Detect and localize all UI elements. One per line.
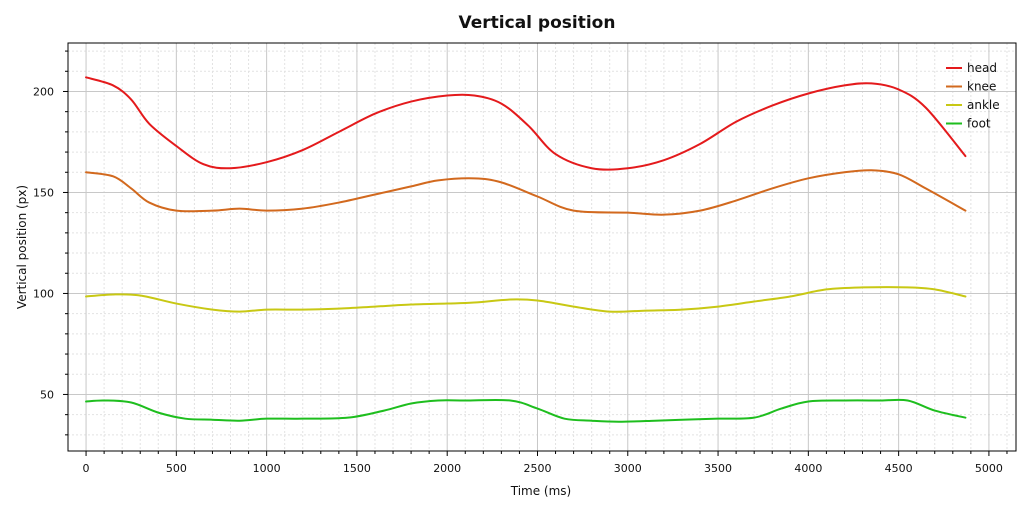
x-tick-label: 3000 (614, 462, 642, 475)
x-axis-label: Time (ms) (510, 484, 572, 498)
x-tick-label: 500 (166, 462, 187, 475)
grid (68, 43, 1016, 451)
x-tick-label: 1000 (253, 462, 281, 475)
legend-label-foot: foot (967, 117, 991, 131)
x-tick-label: 1500 (343, 462, 371, 475)
x-tick-label: 2500 (523, 462, 551, 475)
legend-label-ankle: ankle (967, 98, 1000, 112)
y-tick-label: 100 (33, 287, 54, 300)
x-tick-label: 5000 (975, 462, 1003, 475)
y-tick-label: 200 (33, 85, 54, 98)
x-tick-label: 4500 (885, 462, 913, 475)
x-tick-label: 4000 (794, 462, 822, 475)
legend: head knee ankle foot (946, 61, 1000, 131)
x-tick-label: 3500 (704, 462, 732, 475)
chart-title: Vertical position (459, 13, 616, 33)
x-tick-label: 2000 (433, 462, 461, 475)
y-tick-label: 50 (40, 388, 54, 401)
y-tick-label: 150 (33, 186, 54, 199)
plot-frame (68, 43, 1016, 451)
axis-ticks: 0 500 1000 1500 2000 2500 3000 3500 4000 4500 5000… (33, 51, 1007, 475)
y-axis-label: Vertical position (px) (15, 185, 29, 309)
x-tick-label: 0 (83, 462, 90, 475)
series-line-ankle (86, 287, 965, 312)
legend-label-head: head (967, 61, 997, 75)
series-lines (86, 77, 965, 421)
legend-label-knee: knee (967, 80, 996, 94)
series-line-foot (86, 400, 965, 422)
